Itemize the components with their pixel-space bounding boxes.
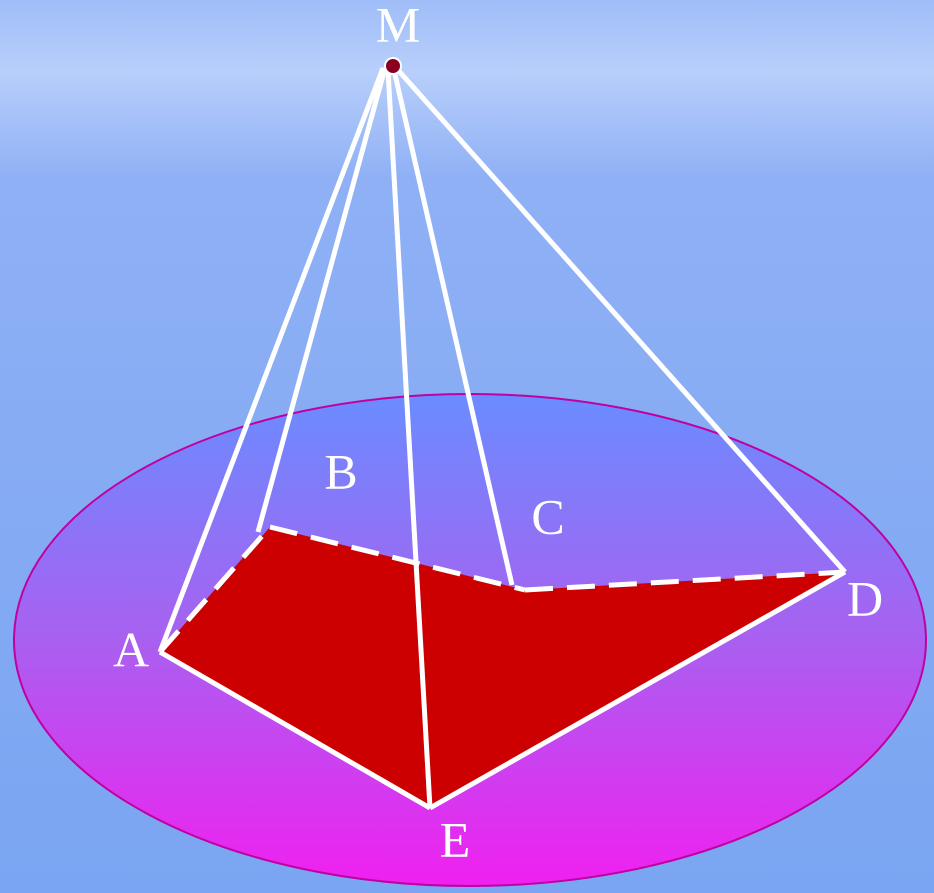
edge-mb <box>255 67 388 533</box>
vertex-label: E <box>440 811 471 867</box>
edge-cd <box>524 569 846 593</box>
vertex-label: M <box>376 0 420 52</box>
edge-ea <box>158 649 432 811</box>
edge-de <box>428 569 847 811</box>
edge-bc <box>269 524 526 593</box>
edge-me <box>385 69 433 809</box>
edges <box>157 67 847 811</box>
vertex-label: A <box>113 621 149 677</box>
vertex-label: D <box>847 570 883 626</box>
edge-md <box>396 68 847 574</box>
base-polygon <box>160 527 845 808</box>
edge-ab <box>158 525 272 654</box>
edge-ma <box>157 67 386 653</box>
vertex-label: B <box>324 443 357 499</box>
edge-mc <box>391 69 515 586</box>
vertex-label: C <box>531 488 564 544</box>
apex-point <box>384 57 402 75</box>
